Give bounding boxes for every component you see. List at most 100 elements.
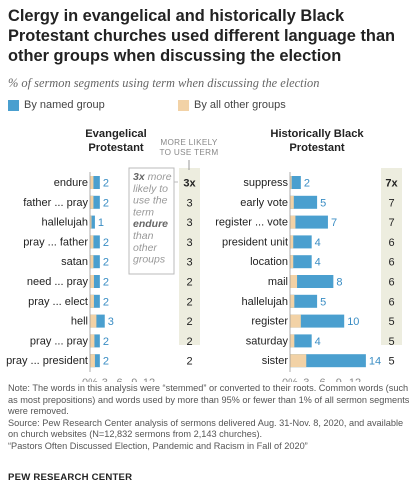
bar-named xyxy=(290,215,328,229)
bar-other xyxy=(290,334,295,348)
legend-other-swatch xyxy=(178,99,189,111)
x-tick-label: 12 xyxy=(143,377,155,382)
value-label: 4 xyxy=(315,257,321,269)
bar-named xyxy=(290,176,301,189)
bar-other xyxy=(90,334,95,348)
ratio-header-line-1: TO USE TERM xyxy=(160,148,219,157)
bar-other xyxy=(290,176,292,189)
ratio-column-bg-1 xyxy=(381,168,402,345)
category-label: location xyxy=(250,256,288,268)
category-label: hallelujah xyxy=(242,296,288,308)
ratio-label: 3x xyxy=(183,178,196,190)
bar-named xyxy=(90,215,95,229)
callout-term: endure xyxy=(133,218,168,230)
callout-line: use the xyxy=(133,195,168,207)
category-label: pray ... elect xyxy=(28,296,88,308)
bar-other xyxy=(290,275,298,288)
x-tick-label: 6 xyxy=(319,377,325,382)
report-title: “Pastors Often Discussed Election, Pande… xyxy=(8,440,308,451)
bar-named xyxy=(90,294,100,308)
value-label: 3 xyxy=(108,316,114,328)
bar-named xyxy=(290,354,366,368)
category-label: hallelujah xyxy=(42,217,88,229)
value-label: 2 xyxy=(103,257,109,269)
ratio-label: 2 xyxy=(186,336,192,348)
value-label: 14 xyxy=(369,356,381,368)
bar-other xyxy=(90,235,94,249)
bar-other xyxy=(90,275,94,288)
category-label: pray ... president xyxy=(6,355,88,367)
legend-other: By all other groups xyxy=(178,99,286,111)
bar-other xyxy=(290,235,294,249)
value-label: 2 xyxy=(304,178,310,190)
bar-other xyxy=(90,294,94,308)
bar-named xyxy=(90,334,100,348)
category-label: father ... pray xyxy=(23,197,88,209)
panel-title-1-0: Historically Black xyxy=(270,128,364,140)
ratio-label: 6 xyxy=(388,237,394,249)
callout-line: term xyxy=(133,206,154,218)
x-tick-label: 9 xyxy=(131,377,137,382)
value-label: 8 xyxy=(336,277,342,289)
value-label: 5 xyxy=(320,197,326,209)
legend-other-label: By all other groups xyxy=(194,99,286,111)
value-label: 2 xyxy=(103,178,109,190)
value-label: 2 xyxy=(103,336,109,348)
bar-other xyxy=(290,215,296,229)
x-tick-label: 3 xyxy=(303,377,309,382)
ratio-label: 3 xyxy=(186,217,192,229)
value-label: 7 xyxy=(331,217,337,229)
ratio-label: 5 xyxy=(388,356,394,368)
category-label: sister xyxy=(262,355,289,367)
callout-line: groups xyxy=(133,254,166,266)
bar-named xyxy=(290,235,312,249)
bar-named xyxy=(290,255,312,269)
bar-named xyxy=(290,294,318,308)
category-label: early vote xyxy=(240,197,288,209)
ratio-label: 6 xyxy=(388,257,394,269)
ratio-label: 2 xyxy=(186,316,192,328)
x-tick-label: 6 xyxy=(116,377,122,382)
category-label: register ... vote xyxy=(215,217,288,229)
category-label: register xyxy=(251,316,288,328)
ratio-label: 7 xyxy=(388,197,394,209)
ratio-label: 3 xyxy=(186,257,192,269)
callout-line: 3x more xyxy=(133,171,172,183)
bar-other xyxy=(290,255,294,269)
ratio-label: 3 xyxy=(186,237,192,249)
x-tick-label: 12 xyxy=(349,377,361,382)
category-label: saturday xyxy=(246,335,289,347)
bar-named xyxy=(90,255,100,269)
ratio-label: 2 xyxy=(186,356,192,368)
x-tick-label: 3 xyxy=(102,377,108,382)
x-tick-label: 0% xyxy=(82,377,98,382)
callout-line: likely to xyxy=(133,183,168,195)
ratio-column-bg-0 xyxy=(179,168,200,345)
bar-named xyxy=(90,275,100,288)
category-label: president unit xyxy=(222,236,288,248)
bar-named xyxy=(90,235,100,249)
ratio-header-line-0: MORE LIKELY xyxy=(160,138,218,147)
category-label: satan xyxy=(61,256,88,268)
chart-subtitle: % of sermon segments using term when dis… xyxy=(8,76,320,90)
ratio-label: 2 xyxy=(186,277,192,289)
value-label: 5 xyxy=(320,296,326,308)
ratio-label: 6 xyxy=(388,296,394,308)
category-label: need ... pray xyxy=(27,276,89,288)
ratio-label: 5 xyxy=(388,316,394,328)
category-label: pray ... father xyxy=(23,236,88,248)
notes: Note: The words in this analysis were “s… xyxy=(8,383,413,453)
ratio-label: 7 xyxy=(388,217,394,229)
value-label: 4 xyxy=(315,336,321,348)
value-label: 2 xyxy=(103,356,109,368)
bar-other xyxy=(90,176,94,189)
ratio-label: 2 xyxy=(186,296,192,308)
category-label: suppress xyxy=(243,177,288,189)
ratio-label: 3 xyxy=(186,197,192,209)
bar-other xyxy=(290,314,301,328)
bar-other xyxy=(290,195,294,209)
ratio-label: 6 xyxy=(388,277,394,289)
bar-named xyxy=(290,275,334,288)
bar-named xyxy=(90,176,100,189)
